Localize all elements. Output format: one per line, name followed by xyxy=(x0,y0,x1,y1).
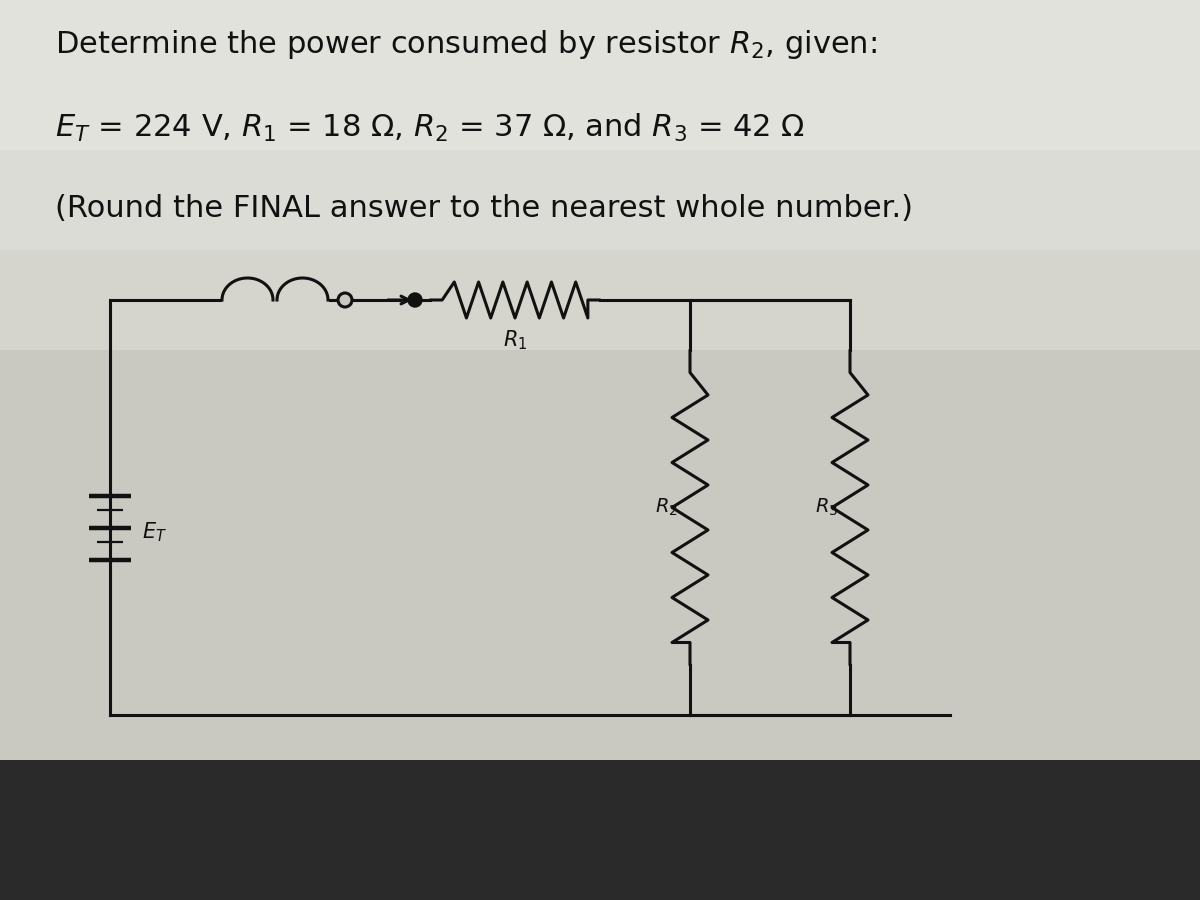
Text: (Round the FINAL answer to the nearest whole number.): (Round the FINAL answer to the nearest w… xyxy=(55,194,913,223)
Text: $E_T$: $E_T$ xyxy=(142,521,167,544)
Circle shape xyxy=(338,293,352,307)
Bar xyxy=(0,0,1200,760)
Text: $R_1$: $R_1$ xyxy=(503,328,527,352)
Text: $R_2$: $R_2$ xyxy=(655,497,678,518)
Text: $R_3$: $R_3$ xyxy=(815,497,838,518)
Circle shape xyxy=(408,293,422,307)
Bar xyxy=(0,40,1200,350)
Text: Determine the power consumed by resistor $R_2$, given:: Determine the power consumed by resistor… xyxy=(55,28,877,61)
Text: $E_T$ = 224 V, $R_1$ = 18 Ω, $R_2$ = 37 Ω, and $R_3$ = 42 Ω: $E_T$ = 224 V, $R_1$ = 18 Ω, $R_2$ = 37 … xyxy=(55,112,805,144)
Bar xyxy=(0,760,1200,900)
Bar xyxy=(0,0,1200,250)
Bar xyxy=(0,0,1200,150)
